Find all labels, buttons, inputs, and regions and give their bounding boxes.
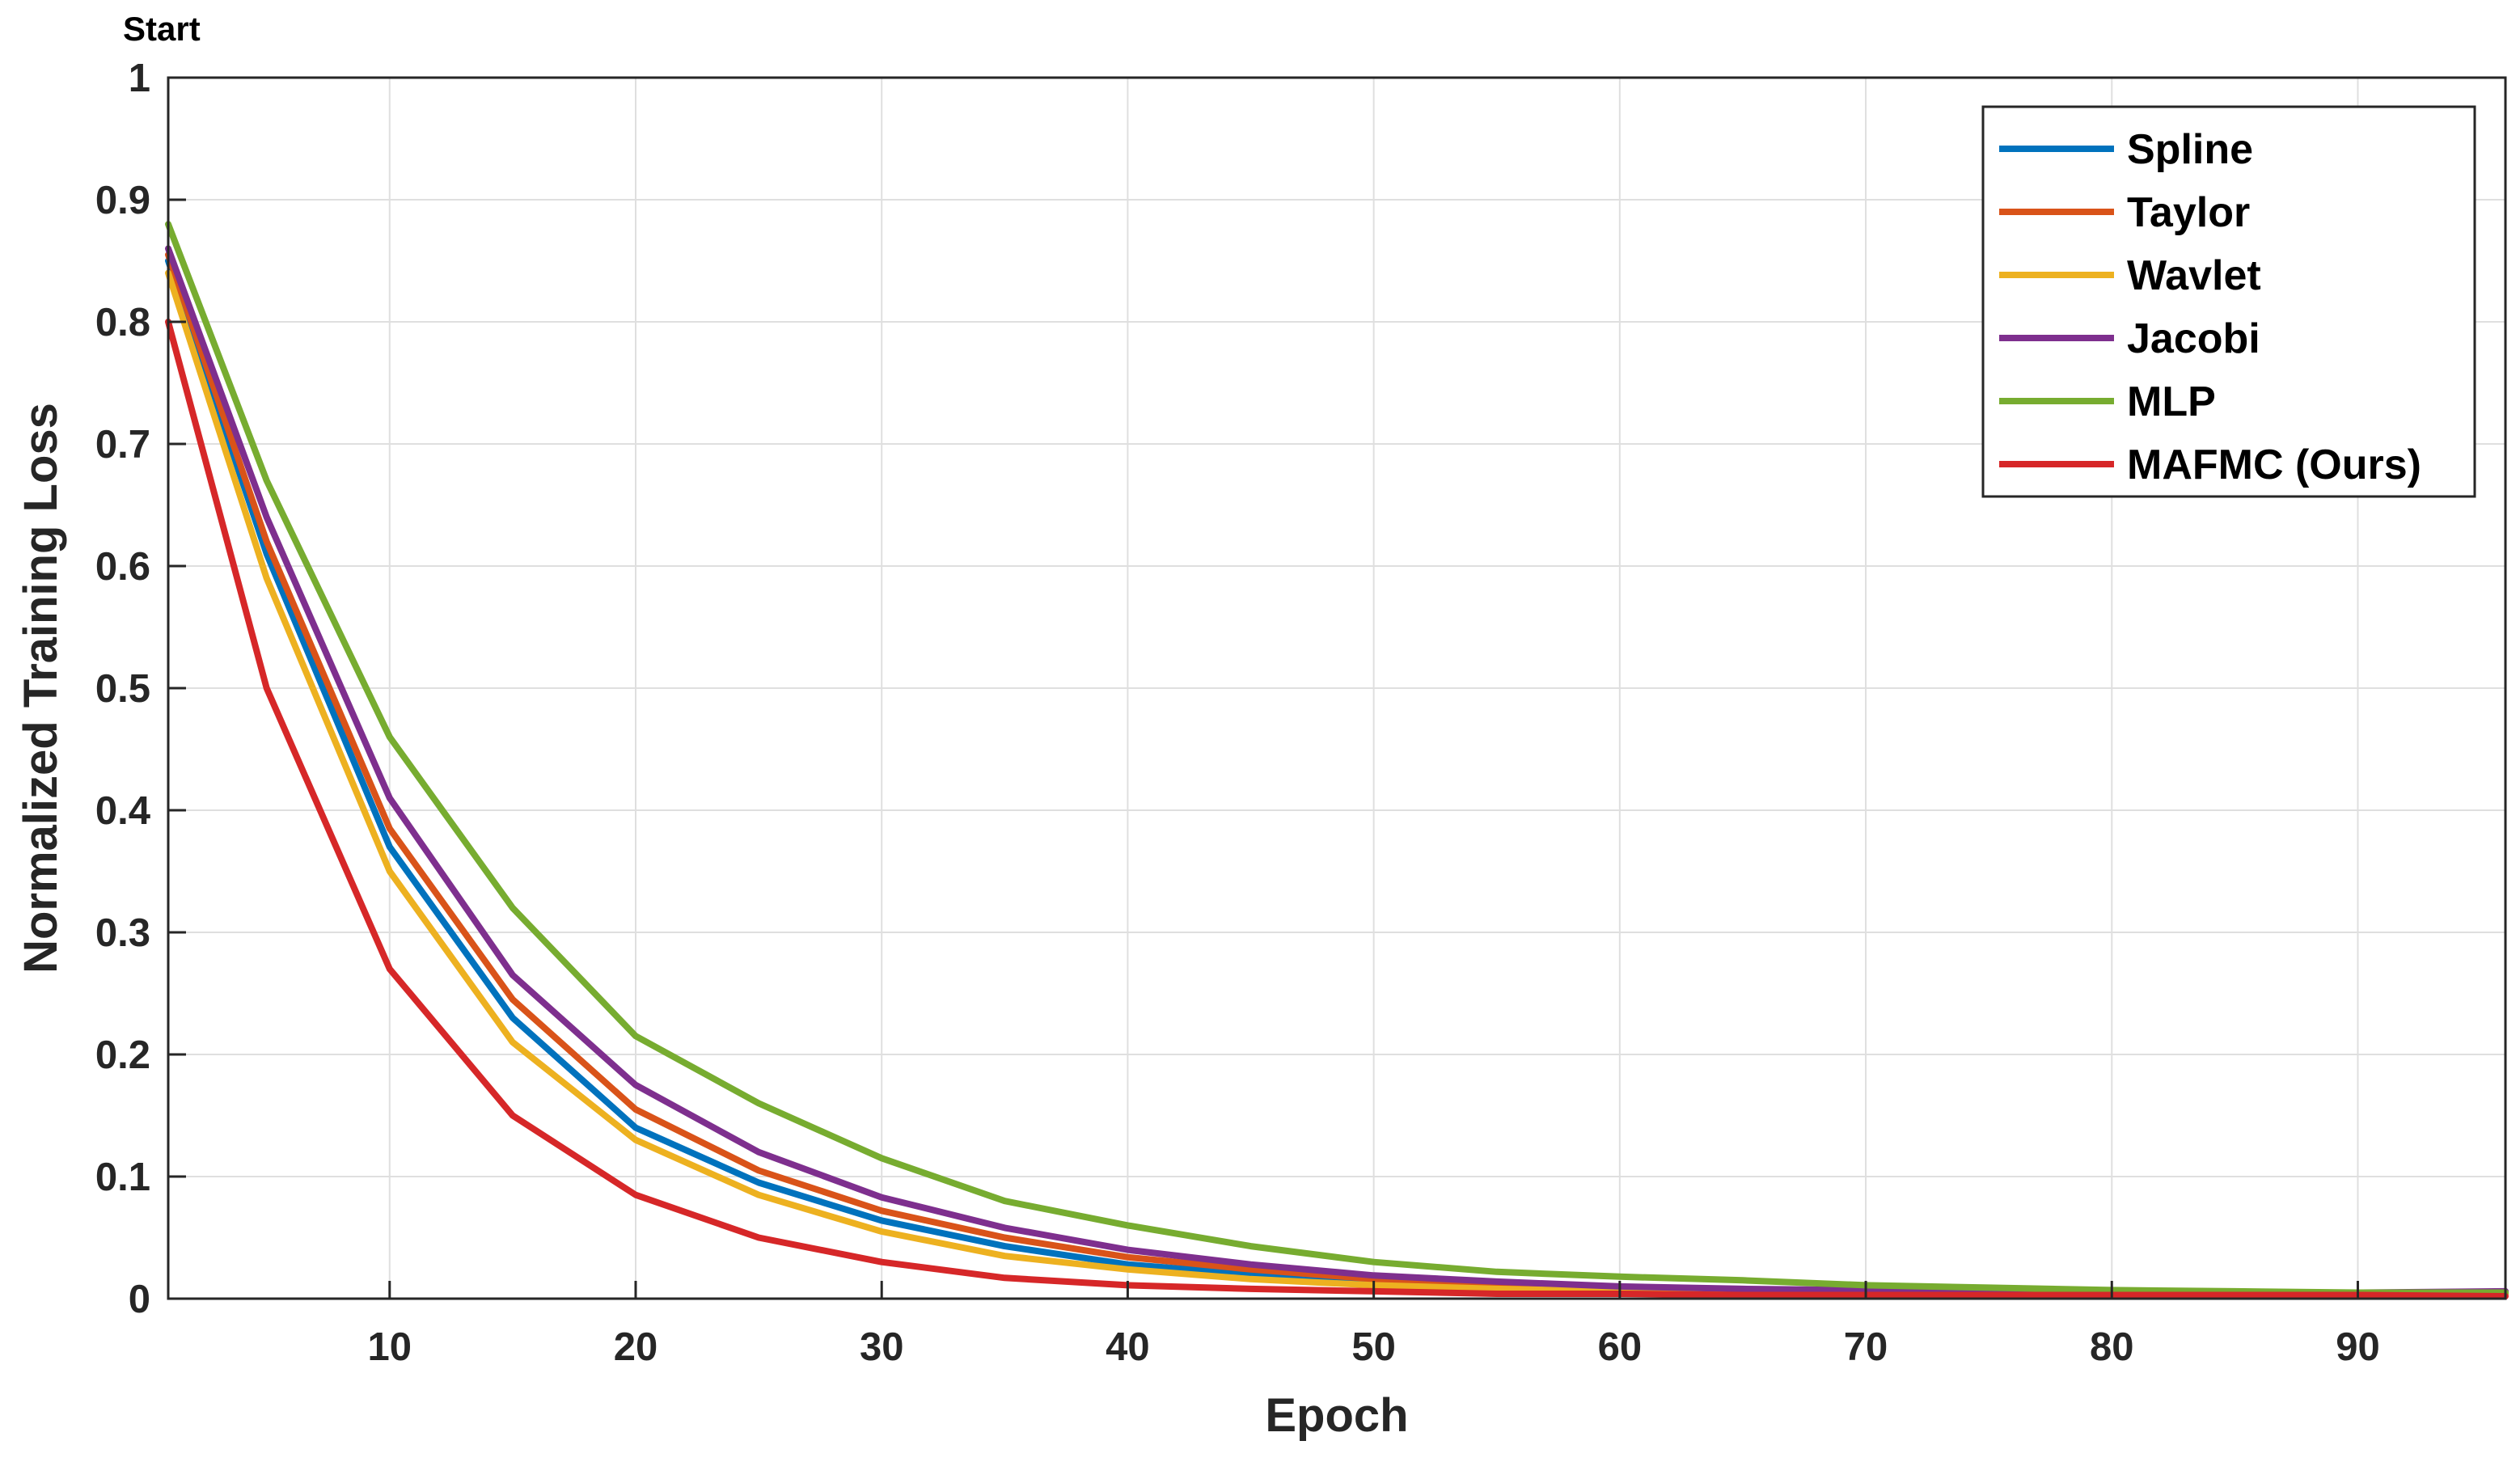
x-axis-title: Epoch bbox=[1265, 1389, 1408, 1442]
y-tick-label: 0.1 bbox=[95, 1156, 150, 1199]
y-tick-label: 1 bbox=[129, 57, 150, 100]
x-tick-label: 50 bbox=[1351, 1325, 1396, 1369]
legend-entry-label: MAFMC (Ours) bbox=[2127, 442, 2421, 488]
series-lines bbox=[165, 221, 2509, 1299]
x-tick-label: 70 bbox=[1844, 1325, 1888, 1369]
x-tick-label: 20 bbox=[614, 1325, 658, 1369]
x-tick-label: 40 bbox=[1106, 1325, 1150, 1369]
y-axis-title: Normalized Training Loss bbox=[15, 403, 67, 974]
x-tick-label: 80 bbox=[2090, 1325, 2134, 1369]
legend-entry-label: Wavlet bbox=[2127, 252, 2261, 299]
legend-entry-label: Jacobi bbox=[2127, 315, 2260, 362]
y-tick-label: 0.6 bbox=[95, 545, 150, 589]
y-tick-label: 0.3 bbox=[95, 911, 150, 955]
y-tick-label: 0.2 bbox=[95, 1033, 150, 1077]
legend-box bbox=[1981, 105, 2476, 498]
legend-entry-label: Spline bbox=[2127, 126, 2253, 173]
legend-entry-label: Taylor bbox=[2127, 189, 2250, 236]
series-line bbox=[165, 221, 2509, 1296]
x-tick-label: 30 bbox=[860, 1325, 904, 1369]
y-tick-label: 0.9 bbox=[95, 179, 150, 222]
y-tick-label: 0.4 bbox=[95, 789, 150, 833]
y-tick-label: 0.8 bbox=[95, 301, 150, 344]
corner-label: Start bbox=[123, 10, 201, 48]
legend: Spline Taylor Wavlet Jacobi MLP MAFMC (Ours) bbox=[1981, 105, 2476, 498]
legend-entry-label: MLP bbox=[2127, 378, 2216, 425]
x-tick-label: 10 bbox=[368, 1325, 412, 1369]
y-tick-label: 0 bbox=[129, 1278, 150, 1321]
ticks: 10 20 30 40 50 60 70 80 90 0 0.1 0.2 0.3 0.4 0.5 0.6 0.7… bbox=[95, 57, 2380, 1369]
x-tick-label: 90 bbox=[2336, 1325, 2380, 1369]
x-tick-label: 60 bbox=[1598, 1325, 1643, 1369]
series-line bbox=[165, 319, 2509, 1299]
y-tick-label: 0.7 bbox=[95, 423, 150, 467]
y-tick-label: 0.5 bbox=[95, 667, 150, 711]
